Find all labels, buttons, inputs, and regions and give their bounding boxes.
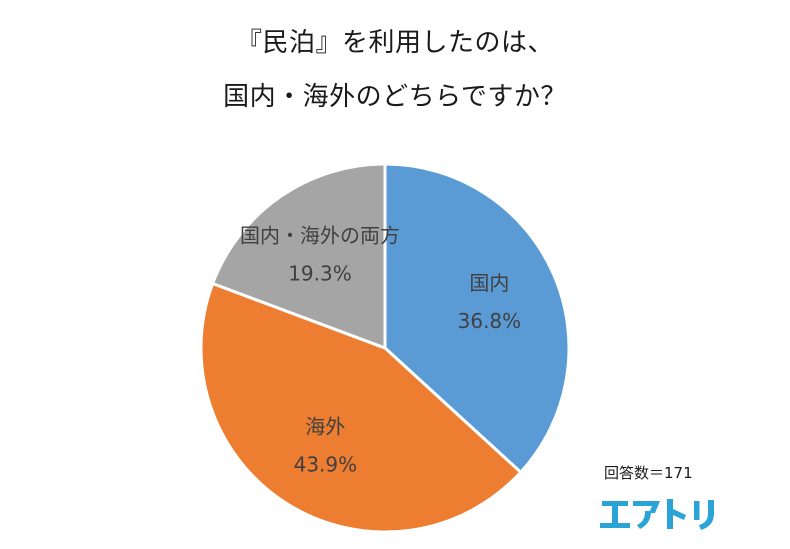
chart-title-line-1: 『民泊』を利用したのは、 xyxy=(235,28,554,58)
pie-slice xyxy=(383,162,571,475)
chart-title-line-2: 国内・海外のどちらですか？ xyxy=(223,82,567,112)
slice-category-label: 海外 xyxy=(305,414,345,438)
slice-category-label: 国内 xyxy=(469,271,509,295)
pie-slice xyxy=(199,281,523,534)
pie-slice xyxy=(210,162,387,351)
slice-category-label: 国内・海外の両方 xyxy=(240,223,400,247)
respondent-count: 回答数＝171 xyxy=(604,464,693,482)
slice-value-label: 36.8% xyxy=(458,309,522,333)
slice-value-label: 43.9% xyxy=(294,452,358,476)
airtrip-logo xyxy=(600,499,714,530)
slice-value-label: 19.3% xyxy=(288,261,352,285)
